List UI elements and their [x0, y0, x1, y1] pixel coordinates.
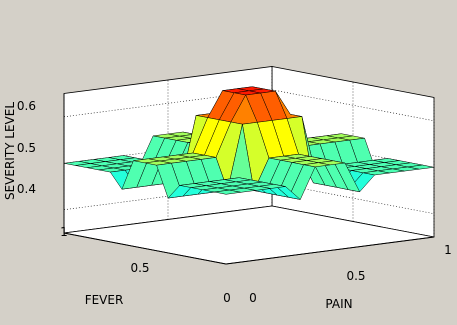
z-grid-line [63, 89, 435, 122]
x-tick-label: 0.5 [130, 261, 149, 275]
y-tick-label: 0 [249, 291, 257, 305]
z-grid-line [63, 182, 435, 214]
z-axis-label: SEVERITY LEVEL [3, 102, 17, 200]
x-tick-label: 0 [223, 291, 231, 305]
axes-edge [63, 232, 227, 265]
z-tick-label: 0.6 [17, 99, 36, 113]
y-tick-label: 0.5 [346, 269, 365, 283]
x-axis-label: FEVER [85, 293, 124, 307]
axes-edge [225, 236, 435, 265]
z-tick-label: 0.4 [17, 182, 36, 196]
tick-labels: 0.4 0.5 0.6 0 0.5 1 0 0.5 1 [17, 99, 452, 305]
y-tick-label: 1 [444, 243, 452, 257]
z-tick-label: 0.5 [17, 141, 36, 155]
surface-patch [214, 189, 241, 195]
surface-mesh [63, 86, 435, 200]
x-tick-label: 1 [60, 225, 68, 239]
y-axis-label: PAIN [325, 297, 352, 311]
z-grid-line [63, 135, 435, 168]
